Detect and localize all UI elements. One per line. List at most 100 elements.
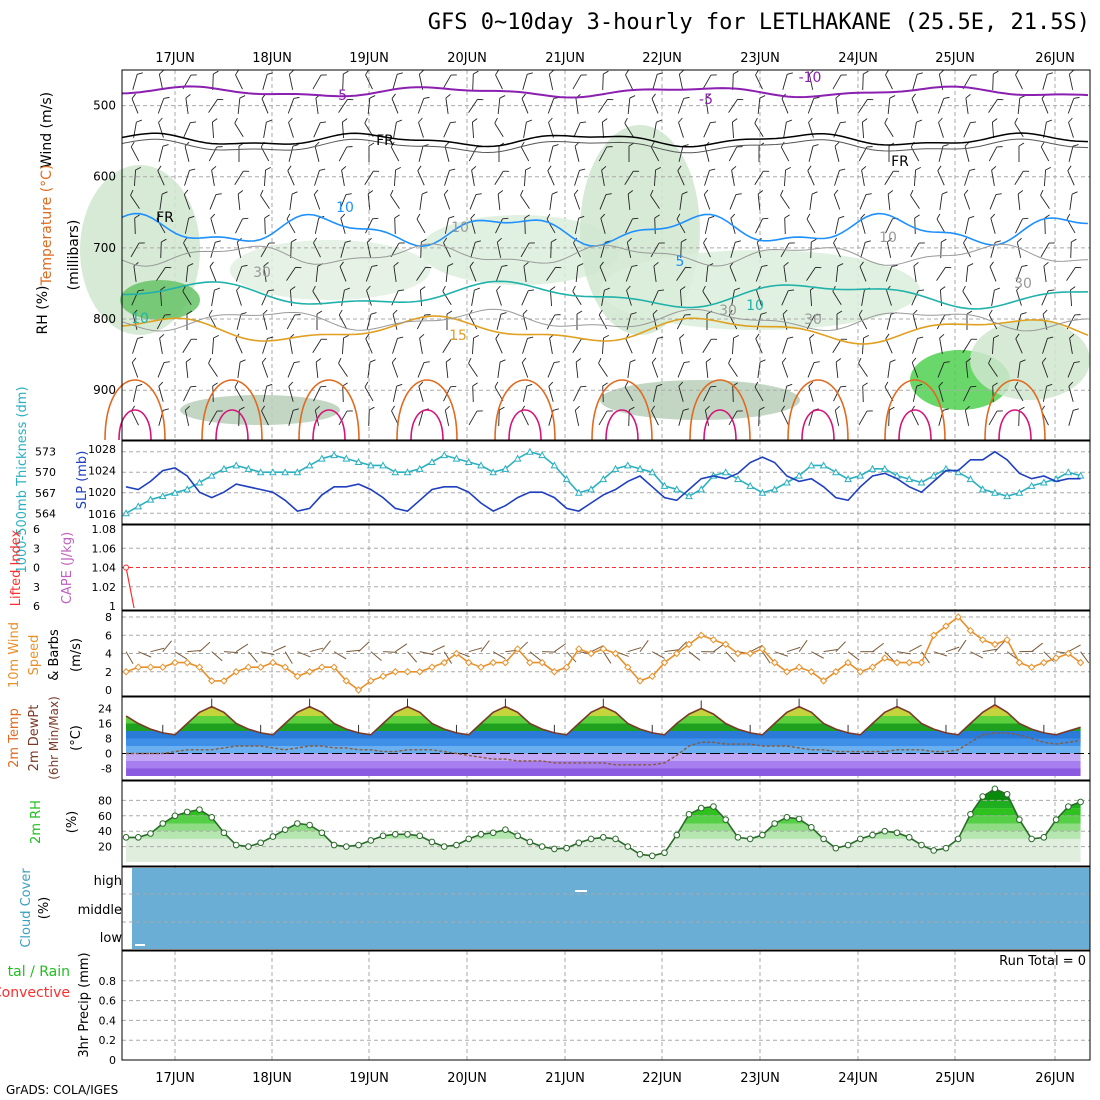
- barb-flag: [213, 334, 219, 339]
- rh-shading: [120, 280, 200, 320]
- barb-flag: [918, 242, 925, 244]
- rh-marker: [759, 831, 766, 839]
- thickness-tick-label: 564: [35, 507, 56, 520]
- wind-barb: [419, 286, 426, 307]
- barb-flag: [683, 408, 689, 411]
- wind-barb: [1068, 408, 1079, 426]
- wind-barb: [913, 262, 919, 282]
- contour-label: 5: [676, 254, 685, 270]
- wind-barb: [937, 96, 950, 114]
- barb-shaft: [573, 242, 581, 258]
- wind-barb: [835, 358, 842, 379]
- barb-flag: [346, 410, 353, 412]
- temp-band: [126, 716, 1081, 724]
- rh-marker: [122, 834, 130, 841]
- barb-shaft: [236, 314, 242, 330]
- barb-shaft: [911, 98, 919, 114]
- x-tick-label-top: 26JUN: [1035, 51, 1075, 66]
- barb-shaft: [367, 362, 371, 378]
- rh-marker: [453, 841, 460, 849]
- barb-shaft: [729, 194, 737, 210]
- wind-barb: [391, 93, 399, 114]
- barb-shaft: [235, 74, 243, 90]
- rh-marker: [746, 835, 754, 843]
- barb-shaft: [913, 266, 917, 282]
- rh-marker: [734, 834, 742, 841]
- barb-shaft: [392, 314, 398, 330]
- barb-flag: [580, 121, 587, 124]
- barb-shaft: [418, 146, 424, 162]
- barb-shaft: [1040, 242, 1050, 258]
- surface-wind-barb: [468, 647, 483, 653]
- barb-shaft: [315, 98, 319, 114]
- barb-flag: [602, 118, 608, 123]
- barb-flag: [963, 189, 969, 195]
- temp-tick-label: 24: [98, 703, 112, 716]
- barb-flag: [138, 242, 145, 244]
- contour-label: -5: [333, 88, 347, 104]
- barb-flag: [759, 406, 765, 411]
- rh-marker: [1077, 798, 1084, 806]
- barb-flag: [472, 118, 478, 123]
- barb-flag: [1073, 96, 1080, 99]
- surface-wind-barb: [896, 651, 911, 655]
- barb-flag: [891, 264, 898, 267]
- barb-shaft: [912, 74, 918, 90]
- rh-marker: [306, 821, 313, 829]
- wind-barb: [575, 263, 584, 283]
- barb-shaft: [756, 290, 762, 306]
- barb-shaft: [808, 410, 814, 426]
- barb-shaft: [420, 241, 422, 259]
- barb-flag: [520, 189, 524, 196]
- surface-wind-barb: [688, 651, 701, 661]
- thickness-marker: [379, 461, 387, 469]
- surface-wind-barb: [187, 649, 202, 653]
- wind-barb: [1068, 144, 1079, 162]
- wind-barb: [599, 193, 612, 210]
- barb-flag: [678, 381, 684, 387]
- barb-flag: [390, 189, 394, 196]
- barb-shaft: [1040, 195, 1050, 209]
- barb-flag: [736, 410, 743, 412]
- barb-flag: [733, 334, 739, 339]
- wind-barb: [1017, 190, 1024, 211]
- rh-marker: [514, 832, 521, 840]
- wind-barb: [833, 385, 847, 402]
- wind-speed-marker: [183, 658, 191, 667]
- thickness-marker: [415, 464, 424, 472]
- temp-tick-label: 8: [105, 733, 112, 746]
- rh-marker: [269, 833, 277, 840]
- barb-shaft: [391, 362, 399, 378]
- wind-barb: [988, 146, 1003, 162]
- barb-shaft: [468, 99, 478, 113]
- barb-shaft: [858, 363, 868, 377]
- wind-barb: [341, 118, 348, 139]
- x-tick-label-bottom: 18JUN: [252, 1071, 292, 1086]
- barb-flag: [655, 166, 661, 171]
- wind-barb: [808, 144, 819, 162]
- barb-shaft: [1017, 97, 1021, 115]
- wind-barb: [754, 117, 764, 138]
- wind-barb: [652, 72, 663, 90]
- barb-flag: [942, 144, 949, 147]
- barb-flag: [1046, 383, 1053, 387]
- barb-shaft: [392, 74, 398, 90]
- wind-barb: [234, 170, 250, 186]
- wind-barb: [989, 193, 1002, 210]
- wind-barb: [211, 287, 220, 306]
- barb-flag: [445, 358, 452, 363]
- wind-barb: [859, 261, 867, 282]
- barb-shaft: [964, 218, 970, 234]
- cape-frame: [121, 524, 1091, 611]
- thickness-marker: [428, 457, 436, 465]
- rh-tick-label: 40: [98, 825, 112, 838]
- barb-shaft: [368, 409, 370, 427]
- barb-flag: [578, 215, 585, 219]
- barb-shaft: [651, 98, 659, 114]
- barb-shaft: [416, 267, 426, 281]
- wind-barb: [808, 381, 814, 402]
- x-tick-label-top: 23JUN: [740, 51, 780, 66]
- barb-shaft: [858, 410, 868, 426]
- rh-marker: [869, 831, 876, 839]
- barb-shaft: [783, 169, 787, 187]
